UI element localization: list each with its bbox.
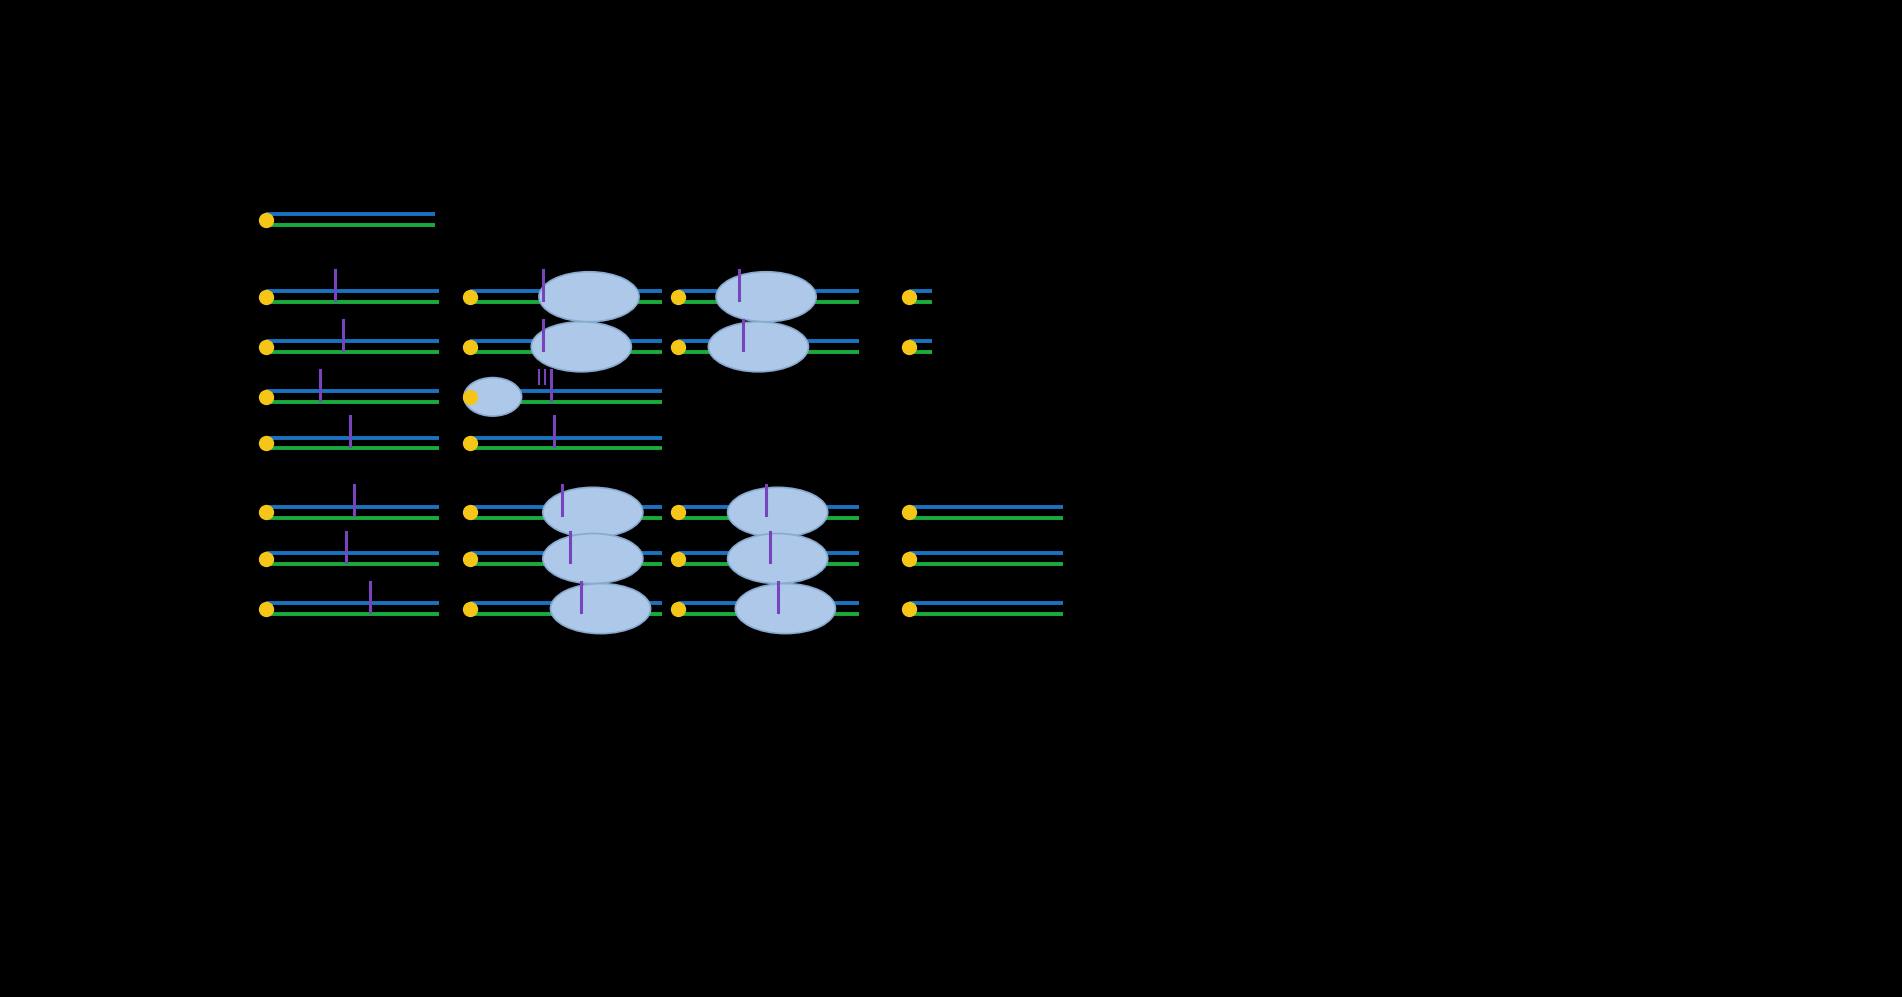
Point	[251, 550, 281, 566]
Ellipse shape	[736, 583, 835, 634]
Point	[251, 435, 281, 451]
Point	[894, 550, 924, 566]
Ellipse shape	[464, 378, 521, 416]
Point	[251, 504, 281, 520]
Point	[251, 389, 281, 405]
Point	[251, 600, 281, 616]
Point	[894, 339, 924, 355]
Point	[662, 550, 692, 566]
Point	[455, 389, 485, 405]
Ellipse shape	[538, 272, 639, 322]
Point	[251, 339, 281, 355]
Ellipse shape	[542, 533, 643, 583]
Point	[894, 289, 924, 305]
Ellipse shape	[728, 488, 827, 537]
Point	[455, 600, 485, 616]
Ellipse shape	[728, 533, 827, 583]
Ellipse shape	[550, 583, 650, 634]
Ellipse shape	[715, 272, 816, 322]
Point	[662, 289, 692, 305]
Point	[455, 504, 485, 520]
Point	[894, 504, 924, 520]
Point	[455, 339, 485, 355]
Point	[662, 600, 692, 616]
Point	[662, 504, 692, 520]
Point	[894, 600, 924, 616]
Point	[455, 435, 485, 451]
Point	[251, 211, 281, 227]
Ellipse shape	[708, 322, 808, 372]
Point	[251, 289, 281, 305]
Point	[455, 289, 485, 305]
Ellipse shape	[542, 488, 643, 537]
Ellipse shape	[531, 322, 631, 372]
Point	[455, 550, 485, 566]
Point	[662, 339, 692, 355]
